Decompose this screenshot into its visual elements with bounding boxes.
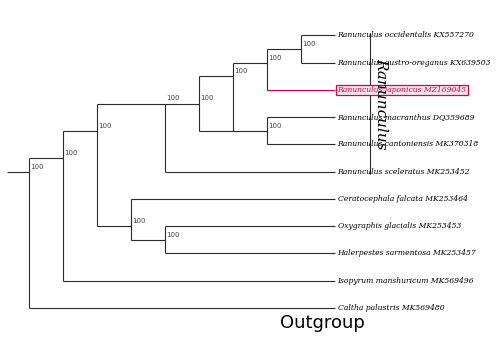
Text: 100: 100 xyxy=(30,164,44,170)
Text: Ranunculus sceleratus MK253452: Ranunculus sceleratus MK253452 xyxy=(338,168,470,176)
Text: Ranunculus japonicus MZ169045: Ranunculus japonicus MZ169045 xyxy=(338,86,466,94)
Text: Halerpestes sarmentosa MK253457: Halerpestes sarmentosa MK253457 xyxy=(338,249,476,258)
Text: 100: 100 xyxy=(64,150,78,156)
Text: 100: 100 xyxy=(166,232,180,238)
Text: 100: 100 xyxy=(166,95,180,101)
Text: Ranunculus macranthus DQ359689: Ranunculus macranthus DQ359689 xyxy=(338,113,475,121)
Text: 100: 100 xyxy=(132,218,146,224)
Text: Outgroup: Outgroup xyxy=(280,314,364,332)
Text: 100: 100 xyxy=(268,123,281,129)
Text: Ceratocephala falcata MK253464: Ceratocephala falcata MK253464 xyxy=(338,195,468,203)
Text: 100: 100 xyxy=(268,54,281,61)
Text: 100: 100 xyxy=(302,41,316,47)
Text: 100: 100 xyxy=(200,95,214,101)
Text: 100: 100 xyxy=(234,68,247,74)
Text: Ranunculus austro-oreganus KX639503: Ranunculus austro-oreganus KX639503 xyxy=(338,59,491,67)
Text: 100: 100 xyxy=(98,123,112,129)
Text: Ranunculus: Ranunculus xyxy=(374,58,388,149)
Text: Caltha palustris MK569480: Caltha palustris MK569480 xyxy=(338,304,444,312)
Text: Ranunculus occidentalis KX557270: Ranunculus occidentalis KX557270 xyxy=(338,31,474,40)
Text: Oxygraphis glacialis MK253453: Oxygraphis glacialis MK253453 xyxy=(338,222,461,230)
Text: Ranunculus cantoniensis MK370318: Ranunculus cantoniensis MK370318 xyxy=(338,141,479,148)
Text: Isopyrum manshuricum MK569496: Isopyrum manshuricum MK569496 xyxy=(338,277,474,285)
